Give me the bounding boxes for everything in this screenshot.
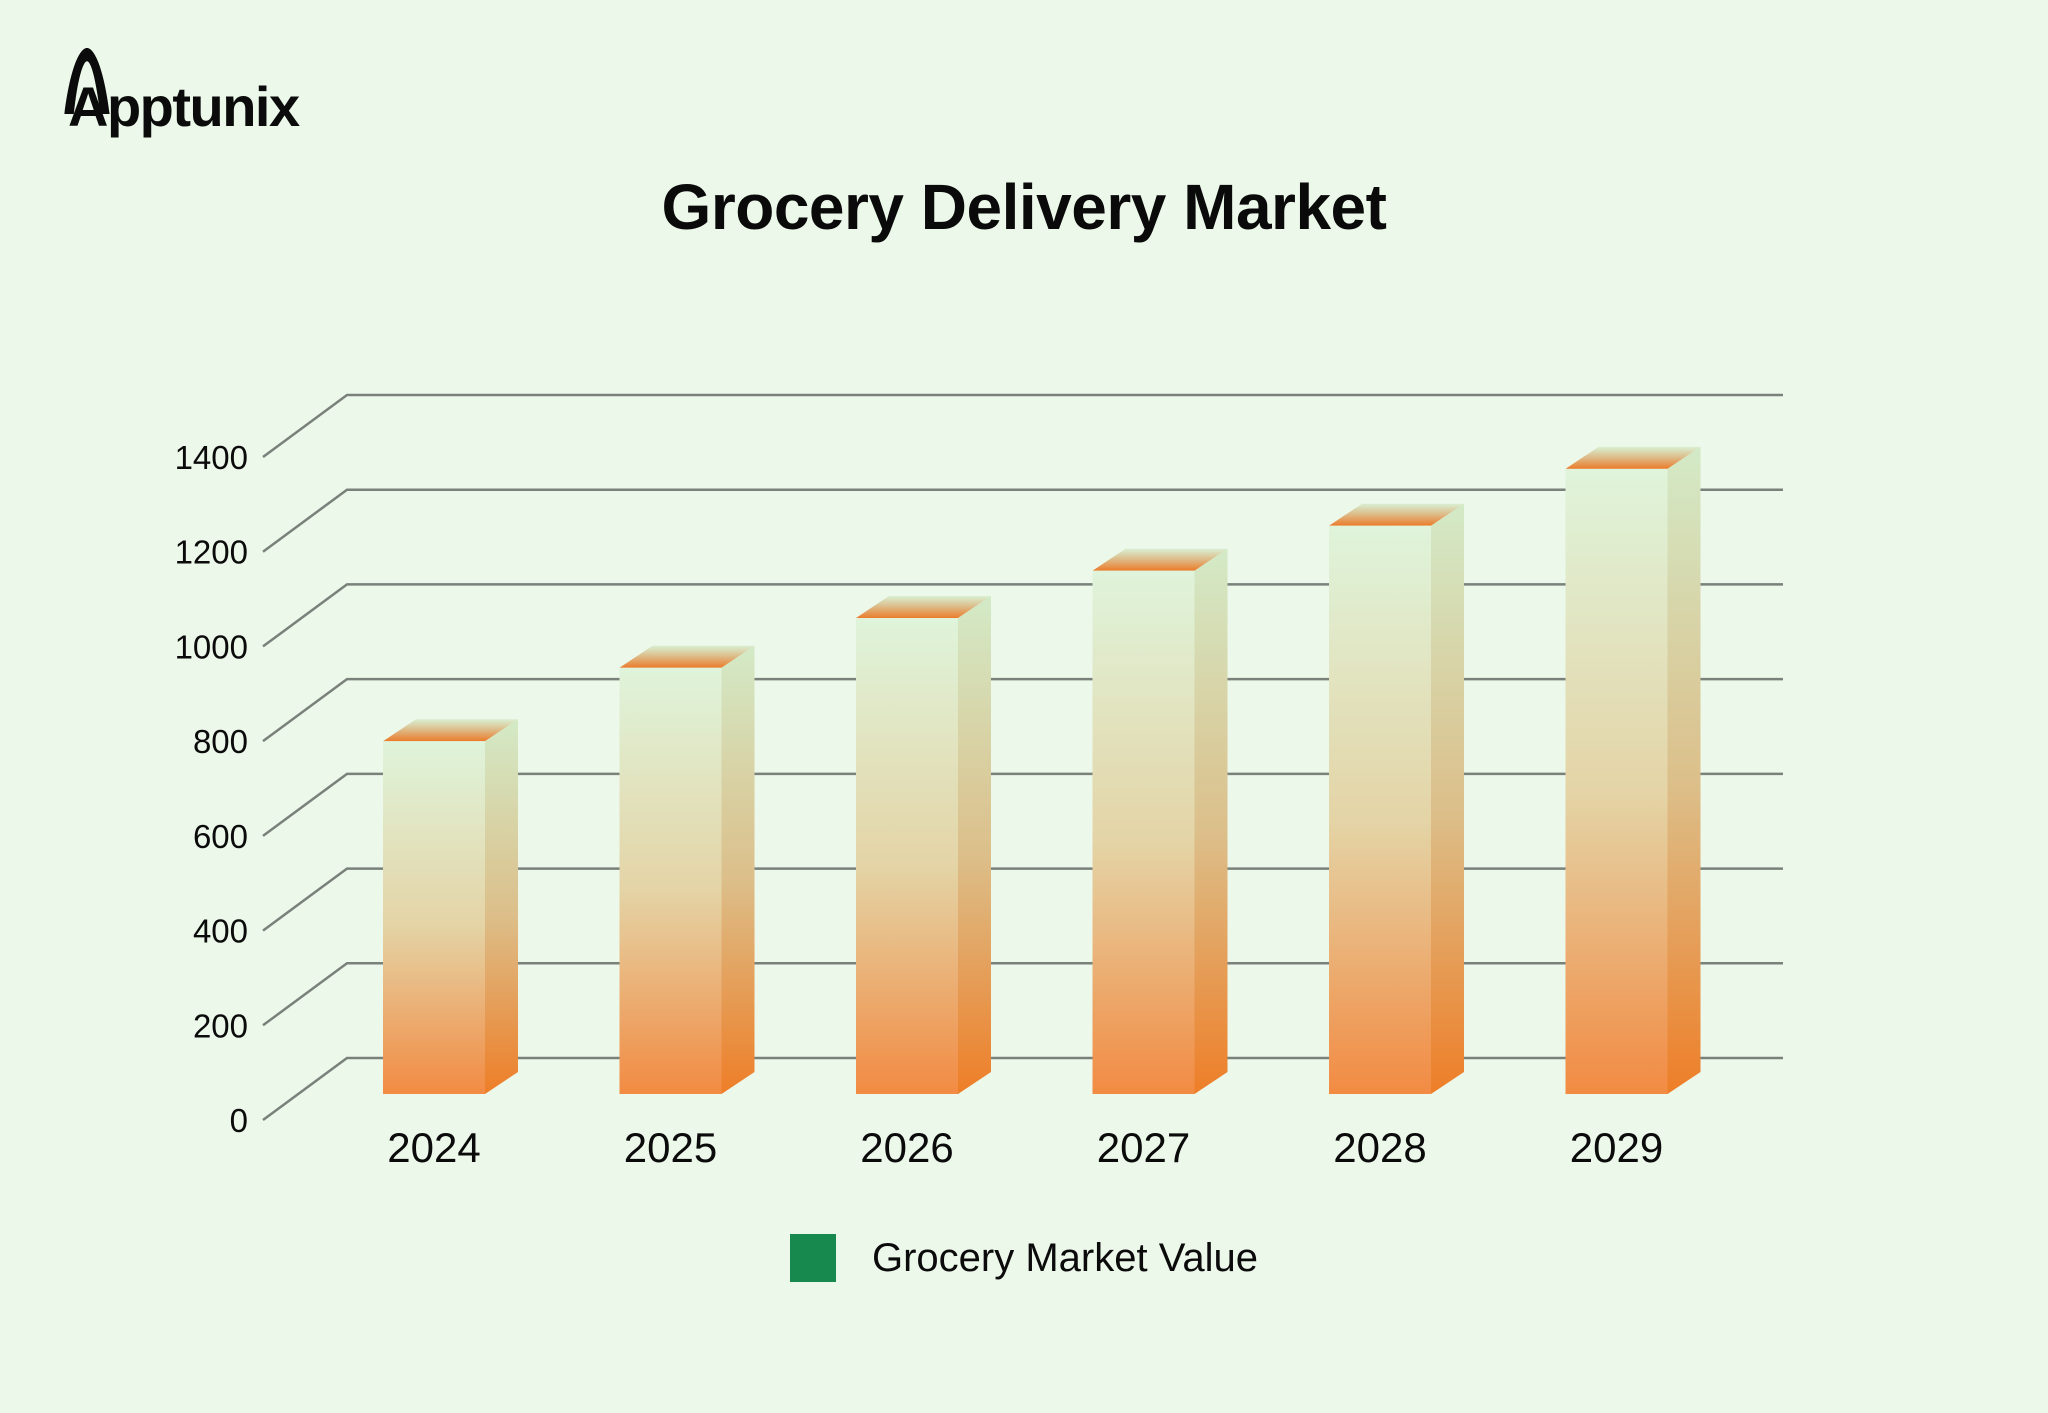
bar-2028: [1329, 503, 1464, 1094]
y-axis-label: 200: [193, 1007, 248, 1044]
y-axis-label: 1000: [175, 628, 248, 665]
bar-top-face: [1092, 548, 1228, 571]
y-axis-label: 400: [193, 913, 248, 950]
y-axis-label: 1200: [175, 534, 248, 571]
bar-front-face: [383, 741, 485, 1094]
bar-top-face: [1565, 446, 1701, 469]
bar-top-face: [1329, 503, 1464, 526]
bar-front-face: [619, 667, 722, 1094]
y-axis-label: 1400: [175, 439, 248, 476]
legend-label: Grocery Market Value: [871, 1235, 1259, 1280]
x-axis-label: 2029: [1570, 1124, 1663, 1171]
bar-side-face: [1194, 548, 1228, 1094]
x-axis-label: 2026: [860, 1124, 953, 1171]
bar-front-face: [1092, 570, 1195, 1094]
bar-side-face: [721, 645, 755, 1094]
y-axis-label: 800: [193, 723, 248, 760]
legend-swatch: [789, 1234, 836, 1282]
bar-front-face: [856, 618, 958, 1094]
bar-side-face: [958, 596, 991, 1094]
bar-side-face: [485, 719, 518, 1094]
bar-front-face: [1565, 468, 1668, 1094]
bar-side-face: [1431, 503, 1464, 1094]
bar-2026: [856, 596, 991, 1094]
x-axis-label: 2025: [624, 1124, 717, 1171]
apptunix-arch-icon: [64, 48, 110, 114]
grid-line: [262, 962, 1783, 1027]
bar-top-face: [383, 719, 518, 742]
bar-2025: [619, 645, 755, 1094]
grid-line: [262, 393, 1783, 459]
grid-line: [262, 1056, 1783, 1122]
x-axis-label: 2028: [1333, 1124, 1426, 1171]
chart-title: Grocery Delivery Market: [661, 171, 1387, 243]
x-axis-label: 2024: [387, 1124, 480, 1171]
bar-2024: [383, 719, 518, 1094]
grid-line: [262, 677, 1783, 743]
bar-top-face: [619, 645, 755, 668]
grid-line: [262, 867, 1783, 932]
bar-front-face: [1329, 525, 1431, 1094]
legend: Grocery Market Value: [0, 1234, 2048, 1282]
x-axis-label: 2027: [1097, 1124, 1190, 1171]
grid-line: [262, 488, 1783, 553]
bar-2029: [1565, 446, 1701, 1094]
grid-line: [262, 583, 1783, 648]
logo: Apptunix: [62, 46, 382, 138]
grid-line: [262, 772, 1783, 837]
y-axis-label: 0: [230, 1102, 248, 1139]
bar-2027: [1092, 548, 1228, 1094]
y-axis-label: 600: [193, 818, 248, 855]
bar-side-face: [1667, 446, 1701, 1094]
bar-top-face: [856, 596, 991, 619]
